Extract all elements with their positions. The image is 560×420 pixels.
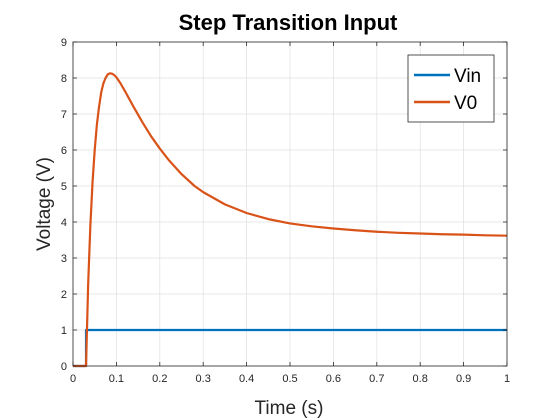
y-tick-label: 3 xyxy=(61,253,67,265)
x-tick-label: 0 xyxy=(70,373,76,385)
x-tick-label: 0.3 xyxy=(196,373,211,385)
y-tick-label: 6 xyxy=(61,145,67,157)
y-tick-label: 9 xyxy=(61,37,67,49)
y-tick-label: 8 xyxy=(61,73,67,85)
x-tick-label: 0.8 xyxy=(413,373,428,385)
x-tick-label: 0.6 xyxy=(326,373,341,385)
series-line-v0 xyxy=(73,72,508,368)
y-tick-label: 2 xyxy=(61,289,67,301)
x-axis-label: Time (s) xyxy=(255,398,324,419)
legend-label-vin: Vin xyxy=(454,66,481,87)
legend: Vin V0 xyxy=(407,54,495,123)
x-tick-label: 1 xyxy=(504,373,510,385)
y-tick-label: 0 xyxy=(61,361,67,373)
y-tick-label: 7 xyxy=(61,109,67,121)
y-tick-label: 4 xyxy=(61,217,67,229)
legend-label-v0: V0 xyxy=(454,93,477,114)
x-tick-labels: 0 0.1 0.2 0.3 0.4 0.5 0.6 0.7 0.8 0.9 1 xyxy=(70,373,510,385)
ticks xyxy=(72,41,508,367)
legend-box xyxy=(407,54,495,123)
x-tick-label: 0.1 xyxy=(109,373,124,385)
chart-title: Step Transition Input xyxy=(179,10,398,35)
x-tick-label: 0.5 xyxy=(282,373,297,385)
y-tick-label: 1 xyxy=(61,325,67,337)
x-tick-label: 0.9 xyxy=(456,373,471,385)
y-tick-labels: 0 1 2 3 4 5 6 7 8 9 xyxy=(61,37,67,373)
y-tick-label: 5 xyxy=(61,181,67,193)
x-tick-label: 0.4 xyxy=(239,373,254,385)
x-tick-label: 0.2 xyxy=(152,373,167,385)
x-tick-label: 0.7 xyxy=(369,373,384,385)
y-axis-label: Voltage (V) xyxy=(34,157,55,251)
